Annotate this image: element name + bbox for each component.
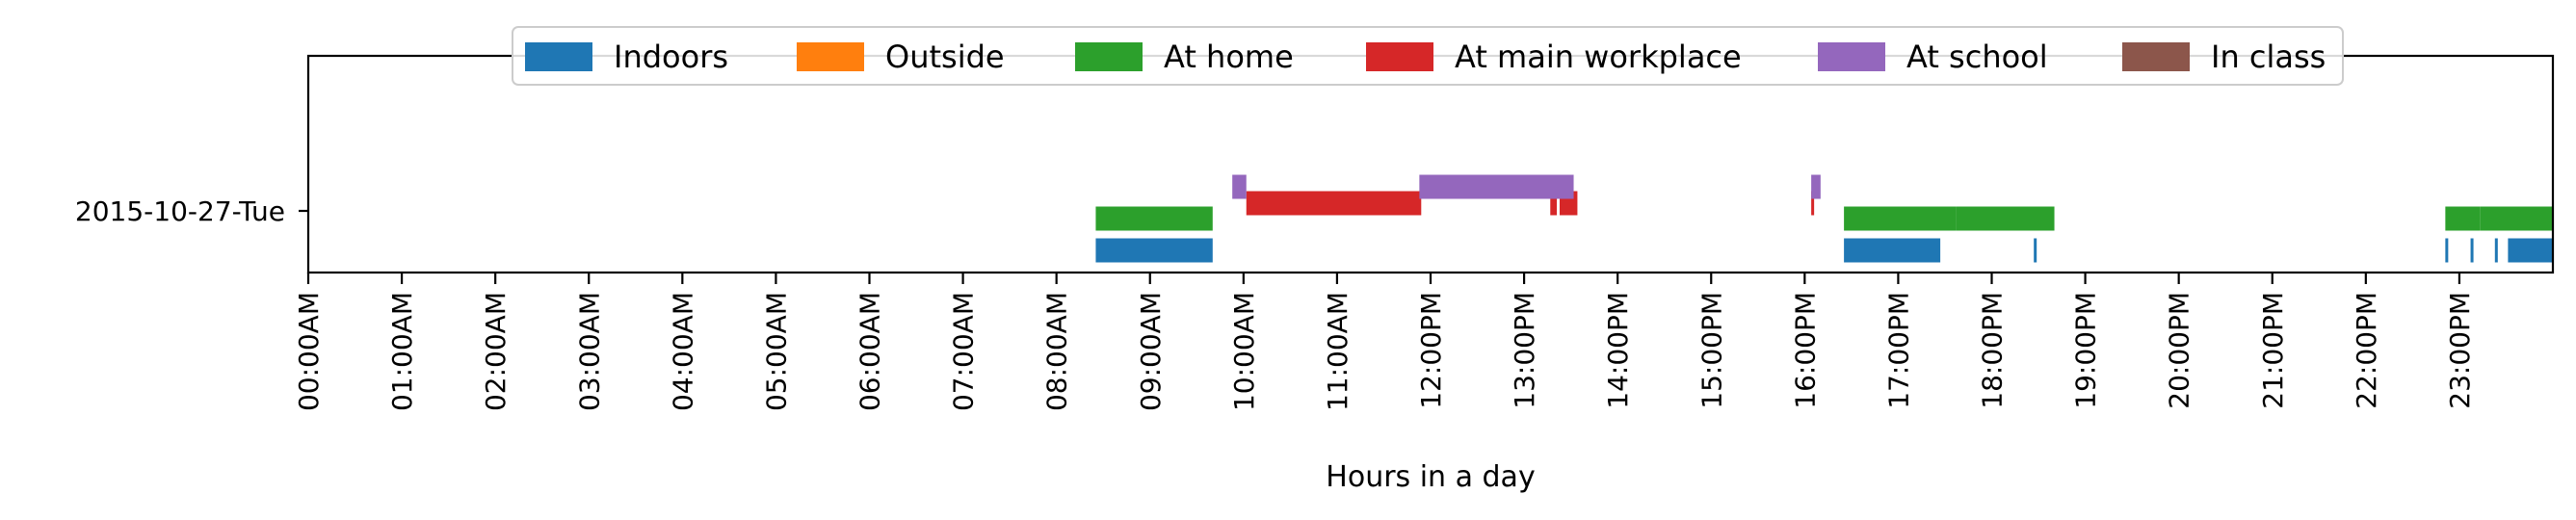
legend-label: In class — [2211, 39, 2326, 75]
x-tick-label: 01:00AM — [386, 292, 418, 411]
x-tick-label: 02:00AM — [480, 292, 512, 411]
legend-label: At main workplace — [1455, 39, 1742, 75]
y-axis: 2015-10-27-Tue — [75, 195, 308, 227]
x-tick-label: 17:00PM — [1882, 292, 1914, 409]
x-tick-label: 05:00AM — [760, 292, 792, 411]
x-tick-label: 07:00AM — [948, 292, 980, 411]
bar-at-home — [1095, 206, 1213, 231]
x-tick-label: 00:00AM — [293, 292, 325, 411]
legend-label: Outside — [885, 39, 1005, 75]
x-tick-label: 21:00PM — [2257, 292, 2289, 409]
x-axis-label: Hours in a day — [1326, 460, 1535, 494]
plot-frame — [306, 54, 2555, 274]
x-tick-label: 22:00PM — [2351, 292, 2382, 409]
bar-at-school — [1232, 174, 1247, 199]
x-tick-label: 03:00AM — [573, 292, 605, 411]
legend-swatch — [797, 42, 864, 71]
legend: Indoors Outside At home At main workplace At… — [512, 26, 2344, 86]
x-axis: 00:00AM 01:00AM 02:00AM 03:00AM 04:00AM 05:00… — [293, 273, 2476, 411]
bar-at-home — [1844, 206, 1957, 231]
x-tick-label: 13:00PM — [1509, 292, 1540, 409]
bar-indoors — [1844, 238, 1941, 263]
legend-swatch — [1818, 42, 1885, 71]
legend-label: At home — [1164, 39, 1294, 75]
bar-at-main-workplace — [1811, 191, 1815, 216]
bar-indoors — [2445, 238, 2449, 263]
bar-indoors — [1095, 238, 1213, 263]
x-tick-label: 16:00PM — [1789, 292, 1821, 409]
x-tick-label: 19:00PM — [2070, 292, 2102, 409]
x-tick-label: 12:00PM — [1415, 292, 1447, 409]
activity-bars — [1095, 174, 2553, 263]
legend-swatch — [1075, 42, 1143, 71]
x-tick-label: 15:00PM — [1695, 292, 1727, 409]
bar-at-home — [2480, 206, 2553, 231]
bar-at-main-workplace — [1246, 191, 1422, 216]
x-tick-label: 20:00PM — [2164, 292, 2195, 409]
y-tick-label: 2015-10-27-Tue — [75, 195, 285, 227]
legend-swatch — [1366, 42, 1433, 71]
legend-label: At school — [1906, 39, 2048, 75]
legend-swatch — [525, 42, 592, 71]
bar-indoors — [2034, 238, 2037, 263]
bar-at-home — [2445, 206, 2481, 231]
x-tick-label: 18:00PM — [1977, 292, 2009, 409]
bar-at-school — [1811, 174, 1821, 199]
bar-indoors — [2470, 238, 2474, 263]
x-tick-label: 14:00PM — [1602, 292, 1634, 409]
bar-indoors — [2494, 238, 2498, 263]
x-tick-label: 06:00AM — [854, 292, 886, 411]
x-tick-label: 23:00PM — [2444, 292, 2476, 409]
bar-at-school — [1419, 174, 1574, 199]
x-tick-label: 09:00AM — [1135, 292, 1167, 411]
x-tick-label: 11:00AM — [1322, 292, 1354, 411]
x-tick-label: 10:00AM — [1228, 292, 1260, 411]
x-tick-label: 08:00AM — [1041, 292, 1073, 411]
legend-swatch — [2122, 42, 2190, 71]
bar-at-main-workplace — [1550, 191, 1558, 216]
bar-at-home — [1956, 206, 2055, 231]
legend-label: Indoors — [614, 39, 728, 75]
x-tick-label: 04:00AM — [667, 292, 698, 411]
bar-indoors — [2508, 238, 2553, 263]
